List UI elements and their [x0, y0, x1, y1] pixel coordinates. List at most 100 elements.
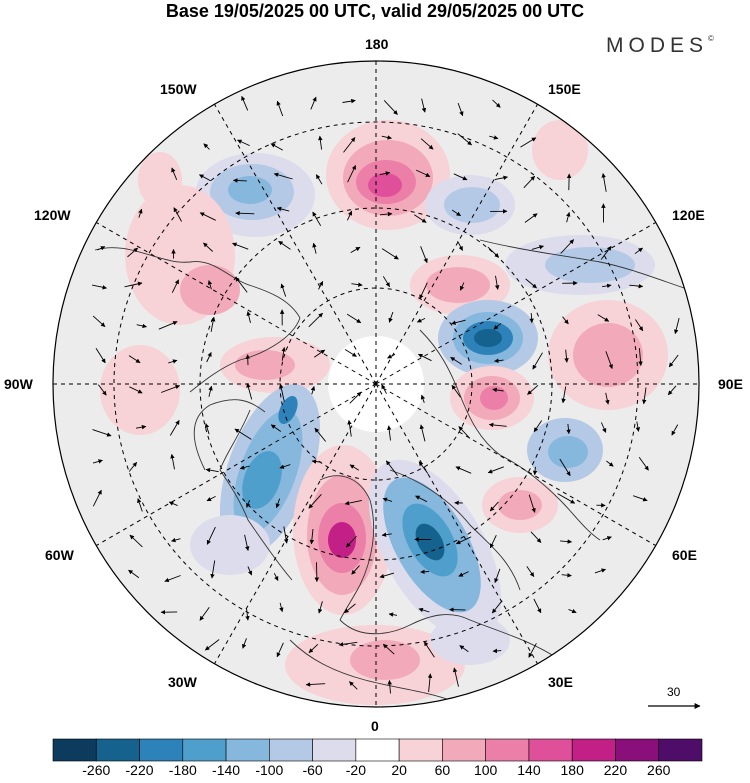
- wind-arrow: [638, 348, 643, 366]
- modes-logo: MODES©: [606, 34, 714, 58]
- colorbar-tick-label: 260: [647, 762, 671, 778]
- wind-arrow: [135, 424, 147, 430]
- wind-arrow: [594, 568, 607, 574]
- wind-arrow: [124, 281, 143, 288]
- wind-arrow: [318, 281, 324, 290]
- wind-arrow: [380, 211, 393, 217]
- wind-arrow: [457, 102, 464, 117]
- wind-arrow: [351, 282, 363, 287]
- colorbar-tick-label: 180: [560, 762, 584, 778]
- wind-arrow: [420, 569, 430, 575]
- wind-arrow: [632, 495, 648, 502]
- wind-arrow: [305, 682, 326, 687]
- wind-arrow: [239, 465, 250, 470]
- wind-arrow: [457, 133, 472, 146]
- wind-arrow: [638, 457, 649, 471]
- wind-arrow: [533, 420, 543, 433]
- lon-label-30e: 30E: [548, 674, 573, 690]
- wind-arrow: [528, 494, 536, 513]
- wind-arrow: [235, 276, 248, 293]
- wind-arrow: [418, 607, 430, 613]
- wind-arrow: [414, 214, 427, 223]
- wind-arrow: [418, 461, 429, 474]
- wind-arrow: [455, 466, 472, 474]
- wind-arrow: [561, 573, 572, 578]
- wind-arrow: [489, 501, 499, 512]
- wind-arrow: [668, 354, 679, 368]
- wind-arrow: [381, 248, 399, 260]
- wind-arrow: [459, 282, 465, 291]
- wind-arrow: [347, 419, 352, 437]
- wind-arrow: [492, 99, 501, 108]
- wind-arrow: [382, 276, 390, 288]
- wind-arrow: [315, 174, 323, 185]
- wind-arrow: [347, 164, 357, 183]
- wind-arrow: [232, 242, 249, 250]
- wind-arrow: [494, 275, 500, 290]
- wind-arrow: [244, 534, 250, 551]
- wind-arrow: [494, 175, 508, 181]
- wind-arrow: [203, 242, 214, 252]
- wind-arrow: [419, 424, 426, 442]
- wind-arrow: [270, 143, 284, 151]
- wind-arrow: [523, 175, 536, 189]
- wind-arrow: [524, 213, 538, 223]
- wind-arrow: [629, 283, 644, 289]
- wind-arrow: [601, 173, 607, 192]
- wind-arrow: [642, 387, 647, 405]
- wind-arrow: [606, 460, 614, 467]
- colorbar-tick-label: -60: [302, 762, 323, 778]
- wind-arrow: [246, 311, 251, 324]
- wind-arrow: [206, 526, 216, 545]
- wind-arrow: [487, 246, 500, 258]
- colorbar-swatch: [52, 738, 97, 762]
- wind-arrow: [273, 172, 293, 180]
- wind-arrow: [138, 208, 143, 218]
- colorbar: [52, 738, 703, 762]
- wind-arrow: [95, 347, 106, 364]
- wind-arrow: [420, 246, 428, 264]
- wind-arrow: [237, 139, 250, 147]
- wind-arrow: [234, 428, 252, 440]
- wind-arrow: [278, 240, 291, 250]
- wind-arrow: [602, 536, 612, 541]
- lon-label-60w: 60W: [45, 547, 74, 563]
- wind-arrow: [487, 466, 504, 474]
- wind-arrow: [381, 384, 387, 394]
- colorbar-swatch: [442, 738, 486, 762]
- wind-arrow: [276, 642, 284, 658]
- colorbar-swatch: [312, 738, 357, 762]
- wind-arrow: [600, 245, 612, 260]
- wind-arrow: [160, 384, 181, 393]
- wind-arrow: [387, 353, 396, 359]
- wind-arrow: [308, 312, 323, 328]
- wind-arrow: [280, 283, 287, 297]
- wind-arrow: [423, 641, 435, 658]
- wind-arrow: [129, 386, 143, 394]
- wind-arrow: [310, 385, 316, 395]
- wind-arrow: [600, 422, 607, 433]
- wind-arrow: [308, 493, 322, 509]
- wind-arrow: [314, 427, 327, 442]
- wind-arrow: [559, 458, 571, 477]
- wind-arrow: [338, 641, 358, 647]
- wind-arrow: [566, 423, 571, 435]
- brand-name: MODES: [606, 34, 709, 57]
- wind-arrow: [206, 351, 212, 363]
- wind-arrow: [379, 572, 395, 579]
- wind-arrow: [242, 638, 247, 649]
- wind-arrow: [561, 386, 567, 404]
- wind-arrow: [566, 211, 571, 223]
- wind-arrow: [458, 426, 471, 439]
- wind-arrow: [92, 429, 112, 437]
- wind-arrow: [455, 536, 472, 545]
- wind-arrow: [310, 96, 317, 110]
- wind-arrow: [493, 323, 502, 330]
- wind-arrow: [562, 316, 569, 325]
- wind-arrow: [531, 245, 544, 250]
- colorbar-swatch: [398, 738, 443, 762]
- wind-arrow: [128, 355, 141, 364]
- lon-label-180: 180: [365, 36, 389, 52]
- lon-label-30w: 30W: [168, 674, 197, 690]
